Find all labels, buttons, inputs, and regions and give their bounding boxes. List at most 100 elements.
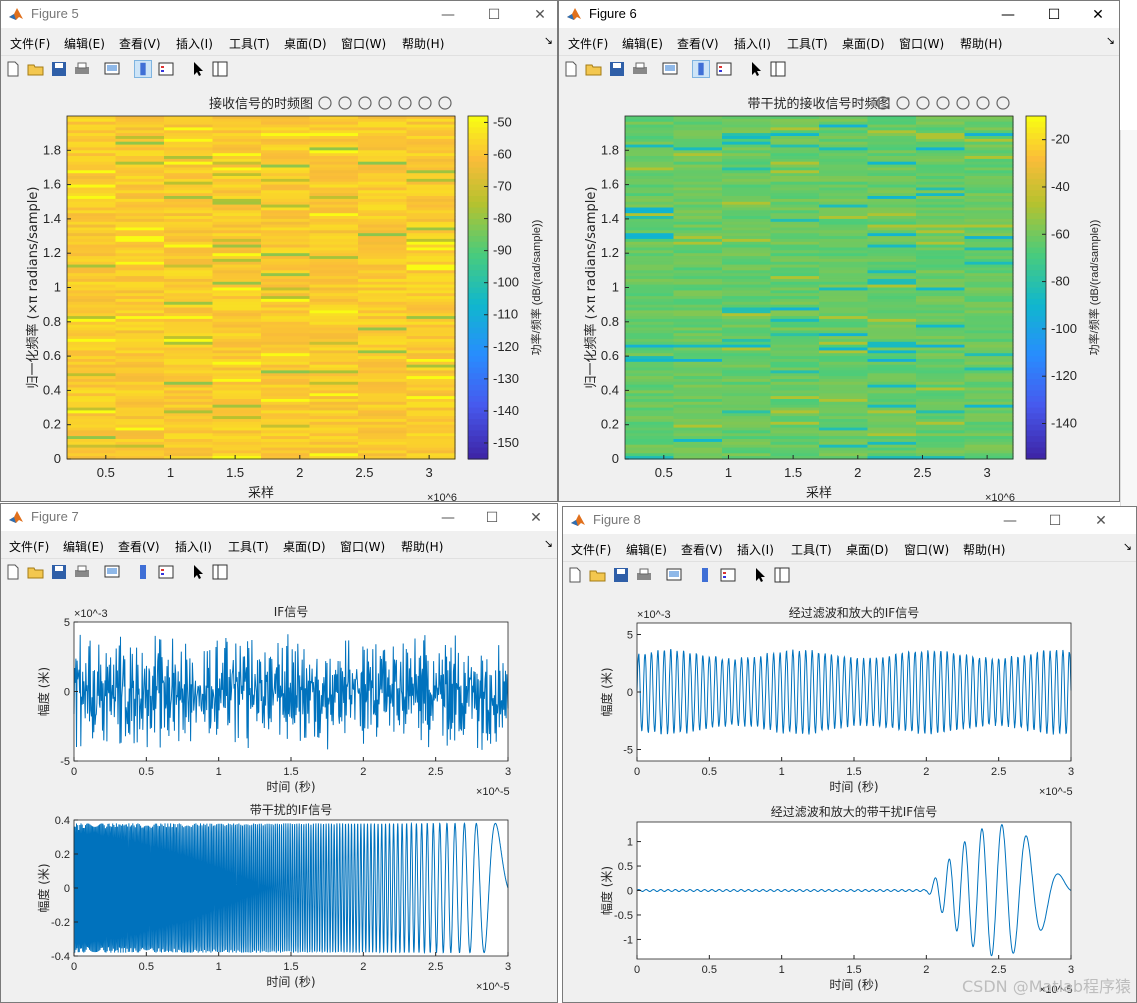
menu-overflow-icon[interactable]: ↘: [543, 537, 553, 550]
menu-insert[interactable]: 插入(I): [176, 37, 213, 51]
menu-insert[interactable]: 插入(I): [734, 37, 771, 51]
pointer-icon[interactable]: [751, 566, 769, 584]
menu-insert[interactable]: 插入(I): [175, 540, 212, 554]
menu-edit[interactable]: 编辑(E): [622, 37, 663, 51]
figure-8-window[interactable]: Figure 8 — ☐ ✕ 文件(F) 编辑(E) 查看(V) 插入(I) 工…: [562, 506, 1137, 1003]
close-button[interactable]: ✕: [530, 509, 542, 526]
link-plot-icon[interactable]: [665, 566, 683, 584]
menu-help[interactable]: 帮助(H): [960, 37, 1003, 51]
minimize-button[interactable]: —: [441, 6, 455, 23]
menu-desktop[interactable]: 桌面(D): [283, 540, 326, 554]
link-plot-icon[interactable]: [103, 60, 121, 78]
pan-icon[interactable]: [936, 96, 950, 110]
minimize-button[interactable]: —: [1001, 6, 1015, 23]
maximize-button[interactable]: ☐: [1047, 6, 1061, 23]
link-plot-icon[interactable]: [103, 563, 121, 581]
new-figure-icon[interactable]: [562, 60, 580, 78]
menu-overflow-icon[interactable]: ↘: [1122, 540, 1132, 553]
new-figure-icon[interactable]: [4, 563, 22, 581]
menu-overflow-icon[interactable]: ↘: [543, 34, 553, 47]
maximize-button[interactable]: ☐: [1048, 512, 1062, 529]
menu-insert[interactable]: 插入(I): [737, 543, 774, 557]
colorbar-icon[interactable]: [696, 566, 714, 584]
rotate-icon[interactable]: [916, 96, 930, 110]
colorbar-icon[interactable]: [692, 60, 710, 78]
minimize-button[interactable]: —: [441, 509, 455, 526]
legend-icon[interactable]: [157, 60, 175, 78]
menu-edit[interactable]: 编辑(E): [64, 37, 105, 51]
link-plot-icon[interactable]: [661, 60, 679, 78]
menu-file[interactable]: 文件(F): [571, 543, 612, 557]
pan-icon[interactable]: [378, 96, 392, 110]
maximize-button[interactable]: ☐: [485, 509, 499, 526]
open-file-icon[interactable]: [27, 563, 45, 581]
menu-file[interactable]: 文件(F): [9, 540, 50, 554]
print-icon[interactable]: [73, 60, 91, 78]
brush-icon[interactable]: [318, 96, 332, 110]
menu-tools[interactable]: 工具(T): [787, 37, 828, 51]
menu-window[interactable]: 窗口(W): [341, 37, 387, 51]
legend-icon[interactable]: [719, 566, 737, 584]
menu-edit[interactable]: 编辑(E): [63, 540, 104, 554]
save-icon[interactable]: [608, 60, 626, 78]
zoom-in-icon[interactable]: [956, 96, 970, 110]
save-icon[interactable]: [50, 563, 68, 581]
pointer-icon[interactable]: [189, 60, 207, 78]
home-icon[interactable]: [438, 96, 452, 110]
menu-help[interactable]: 帮助(H): [963, 543, 1006, 557]
new-figure-icon[interactable]: [566, 566, 584, 584]
menu-tools[interactable]: 工具(T): [229, 37, 270, 51]
property-editor-icon[interactable]: [769, 60, 787, 78]
menu-file[interactable]: 文件(F): [568, 37, 609, 51]
home-icon[interactable]: [996, 96, 1010, 110]
zoom-out-icon[interactable]: [418, 96, 432, 110]
open-file-icon[interactable]: [585, 60, 603, 78]
menu-help[interactable]: 帮助(H): [401, 540, 444, 554]
close-button[interactable]: ✕: [534, 6, 546, 23]
maximize-button[interactable]: ☐: [487, 6, 501, 23]
figure-7-window[interactable]: Figure 7 — ☐ ✕ 文件(F) 编辑(E) 查看(V) 插入(I) 工…: [0, 503, 558, 1003]
legend-icon[interactable]: [715, 60, 733, 78]
title-bar[interactable]: Figure 5 — ☐ ✕: [1, 1, 557, 28]
menu-file[interactable]: 文件(F): [10, 37, 51, 51]
title-bar[interactable]: Figure 8 — ☐ ✕: [563, 507, 1136, 534]
minimize-button[interactable]: —: [1003, 512, 1017, 529]
menu-view[interactable]: 查看(V): [677, 37, 719, 51]
save-icon[interactable]: [612, 566, 630, 584]
menu-window[interactable]: 窗口(W): [340, 540, 386, 554]
menu-overflow-icon[interactable]: ↘: [1105, 34, 1115, 47]
property-editor-icon[interactable]: [211, 563, 229, 581]
menu-view[interactable]: 查看(V): [118, 540, 160, 554]
menu-tools[interactable]: 工具(T): [228, 540, 269, 554]
property-editor-icon[interactable]: [773, 566, 791, 584]
print-icon[interactable]: [631, 60, 649, 78]
zoom-out-icon[interactable]: [976, 96, 990, 110]
print-icon[interactable]: [635, 566, 653, 584]
legend-icon[interactable]: [157, 563, 175, 581]
open-file-icon[interactable]: [27, 60, 45, 78]
menu-desktop[interactable]: 桌面(D): [846, 543, 889, 557]
property-editor-icon[interactable]: [211, 60, 229, 78]
figure-5-window[interactable]: Figure 5 — ☐ ✕ 文件(F) 编辑(E) 查看(V) 插入(I) 工…: [0, 0, 558, 502]
colorbar-icon[interactable]: [134, 60, 152, 78]
pointer-icon[interactable]: [189, 563, 207, 581]
colorbar-icon[interactable]: [134, 563, 152, 581]
figure-6-window[interactable]: Figure 6 — ☐ ✕ 文件(F) 编辑(E) 查看(V) 插入(I) 工…: [558, 0, 1120, 502]
title-bar[interactable]: Figure 6 — ☐ ✕: [559, 1, 1119, 28]
new-figure-icon[interactable]: [4, 60, 22, 78]
datatip-icon[interactable]: [338, 96, 352, 110]
menu-edit[interactable]: 编辑(E): [626, 543, 667, 557]
print-icon[interactable]: [73, 563, 91, 581]
spectrogram-plot[interactable]: 0.5 1 1.5 2 2.5 300.20.40.60.811.21.41.61.8采样…: [559, 84, 1120, 502]
menu-view[interactable]: 查看(V): [119, 37, 161, 51]
pointer-icon[interactable]: [747, 60, 765, 78]
menu-tools[interactable]: 工具(T): [791, 543, 832, 557]
close-button[interactable]: ✕: [1092, 6, 1104, 23]
menu-view[interactable]: 查看(V): [681, 543, 723, 557]
menu-desktop[interactable]: 桌面(D): [842, 37, 885, 51]
menu-window[interactable]: 窗口(W): [899, 37, 945, 51]
close-button[interactable]: ✕: [1095, 512, 1107, 529]
brush-icon[interactable]: [876, 96, 890, 110]
